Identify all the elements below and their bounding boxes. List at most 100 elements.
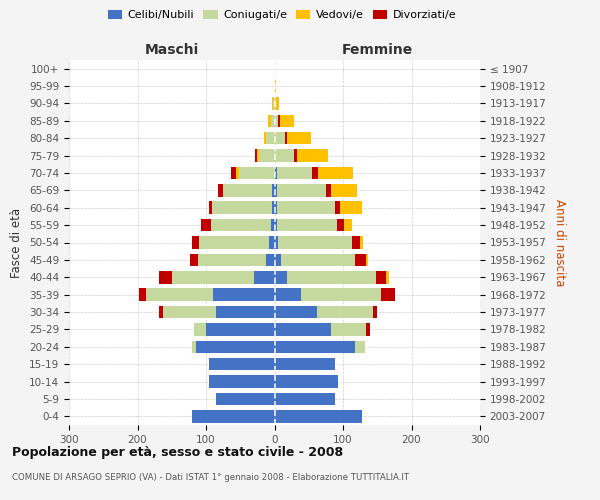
Bar bbox=[271, 114, 275, 127]
Bar bbox=[209, 358, 275, 370]
Bar bbox=[172, 271, 254, 283]
Bar bbox=[275, 271, 287, 283]
Bar bbox=[297, 150, 328, 162]
Bar bbox=[326, 184, 331, 196]
Bar bbox=[275, 150, 293, 162]
Y-axis label: Anni di nascita: Anni di nascita bbox=[553, 199, 566, 286]
Bar bbox=[190, 254, 198, 266]
Bar bbox=[200, 219, 211, 232]
Bar bbox=[301, 288, 382, 301]
Bar bbox=[257, 150, 259, 162]
Bar bbox=[254, 271, 275, 283]
Bar bbox=[212, 202, 272, 214]
Bar bbox=[352, 236, 360, 249]
Legend: Celibi/Nubili, Coniugati/e, Vedovi/e, Divorziati/e: Celibi/Nubili, Coniugati/e, Vedovi/e, Di… bbox=[103, 6, 461, 25]
Bar bbox=[278, 114, 280, 127]
Bar bbox=[263, 132, 266, 144]
Bar bbox=[275, 219, 277, 232]
Bar bbox=[312, 166, 317, 179]
Bar bbox=[277, 202, 335, 214]
Bar bbox=[355, 340, 365, 353]
Bar bbox=[317, 166, 353, 179]
Bar bbox=[254, 150, 257, 162]
Bar bbox=[277, 219, 337, 232]
Y-axis label: Fasce di età: Fasce di età bbox=[10, 208, 23, 278]
Bar bbox=[146, 288, 213, 301]
Bar bbox=[275, 166, 277, 179]
Bar bbox=[275, 358, 335, 370]
Bar bbox=[275, 323, 331, 336]
Bar bbox=[266, 132, 275, 144]
Bar bbox=[232, 166, 236, 179]
Bar bbox=[275, 114, 278, 127]
Bar bbox=[269, 236, 275, 249]
Text: Popolazione per età, sesso e stato civile - 2008: Popolazione per età, sesso e stato civil… bbox=[12, 446, 343, 459]
Bar bbox=[275, 306, 317, 318]
Bar bbox=[216, 306, 275, 318]
Bar bbox=[366, 323, 370, 336]
Bar bbox=[196, 340, 275, 353]
Bar bbox=[340, 202, 362, 214]
Bar bbox=[337, 219, 344, 232]
Bar bbox=[275, 340, 355, 353]
Bar bbox=[355, 254, 365, 266]
Bar bbox=[223, 184, 272, 196]
Bar bbox=[216, 392, 275, 405]
Bar bbox=[275, 132, 285, 144]
Bar bbox=[376, 271, 386, 283]
Bar bbox=[268, 114, 271, 127]
Bar bbox=[285, 132, 287, 144]
Bar bbox=[275, 254, 281, 266]
Bar bbox=[287, 271, 376, 283]
Bar bbox=[198, 254, 266, 266]
Bar bbox=[278, 236, 352, 249]
Bar bbox=[335, 202, 340, 214]
Bar bbox=[271, 219, 275, 232]
Bar bbox=[193, 410, 275, 422]
Bar bbox=[275, 288, 301, 301]
Bar bbox=[209, 376, 275, 388]
Bar bbox=[209, 202, 212, 214]
Bar bbox=[259, 150, 275, 162]
Bar bbox=[160, 271, 172, 283]
Bar bbox=[273, 97, 275, 110]
Text: Maschi: Maschi bbox=[145, 42, 199, 56]
Bar bbox=[360, 236, 363, 249]
Bar bbox=[287, 132, 311, 144]
Bar bbox=[192, 236, 199, 249]
Bar bbox=[382, 288, 395, 301]
Bar bbox=[344, 219, 352, 232]
Text: Femmine: Femmine bbox=[341, 42, 413, 56]
Bar bbox=[192, 340, 196, 353]
Bar bbox=[211, 219, 271, 232]
Bar bbox=[272, 97, 273, 110]
Bar bbox=[239, 166, 275, 179]
Bar bbox=[194, 323, 206, 336]
Bar bbox=[277, 184, 326, 196]
Bar bbox=[275, 410, 362, 422]
Bar bbox=[275, 202, 277, 214]
Bar bbox=[293, 150, 297, 162]
Bar bbox=[386, 271, 389, 283]
Bar bbox=[266, 254, 275, 266]
Bar bbox=[275, 236, 278, 249]
Bar bbox=[317, 306, 373, 318]
Bar bbox=[275, 392, 335, 405]
Bar bbox=[275, 97, 276, 110]
Bar bbox=[139, 288, 146, 301]
Text: COMUNE DI ARSAGO SEPRIO (VA) - Dati ISTAT 1° gennaio 2008 - Elaborazione TUTTITA: COMUNE DI ARSAGO SEPRIO (VA) - Dati ISTA… bbox=[12, 473, 409, 482]
Bar bbox=[275, 80, 276, 92]
Bar bbox=[236, 166, 239, 179]
Bar bbox=[160, 306, 163, 318]
Bar bbox=[280, 114, 293, 127]
Bar bbox=[276, 97, 279, 110]
Bar bbox=[277, 166, 312, 179]
Bar bbox=[272, 202, 275, 214]
Bar bbox=[275, 376, 338, 388]
Bar bbox=[199, 236, 269, 249]
Bar bbox=[331, 184, 358, 196]
Bar bbox=[365, 254, 368, 266]
Bar bbox=[275, 184, 277, 196]
Bar bbox=[163, 306, 216, 318]
Bar bbox=[281, 254, 355, 266]
